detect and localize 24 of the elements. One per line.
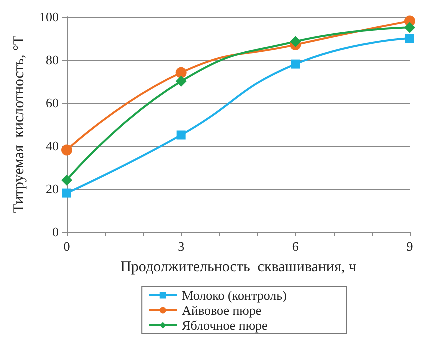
point bbox=[62, 174, 72, 186]
legend-label: Айвовое пюре bbox=[182, 303, 262, 318]
x-tick-label: 9 bbox=[406, 239, 414, 254]
point bbox=[291, 60, 300, 69]
point bbox=[176, 130, 186, 140]
y-tick-label: 100 bbox=[40, 10, 59, 24]
y-tick-label: 80 bbox=[46, 52, 59, 68]
point bbox=[62, 144, 72, 156]
point bbox=[176, 76, 187, 87]
y-tick-label: 60 bbox=[46, 96, 59, 110]
point bbox=[176, 67, 187, 78]
legend-label: Яблочное пюре bbox=[182, 318, 268, 333]
x-tick-label: 0 bbox=[64, 239, 70, 254]
y-tick-label: 20 bbox=[46, 182, 59, 196]
x-tick-label: 3 bbox=[178, 239, 185, 254]
point bbox=[290, 36, 302, 48]
point bbox=[406, 34, 414, 43]
x-axis-title: Продолжительность сквашивания, ч bbox=[120, 260, 357, 276]
x-tick-label: 6 bbox=[292, 239, 300, 254]
legend-label: Молоко (контроль) bbox=[182, 288, 287, 303]
y-tick-label: 0 bbox=[52, 224, 59, 240]
y-axis-title: Титруемая кислотность, °Т bbox=[12, 36, 28, 214]
y-tick-label: 40 bbox=[46, 138, 59, 154]
point bbox=[404, 22, 416, 34]
